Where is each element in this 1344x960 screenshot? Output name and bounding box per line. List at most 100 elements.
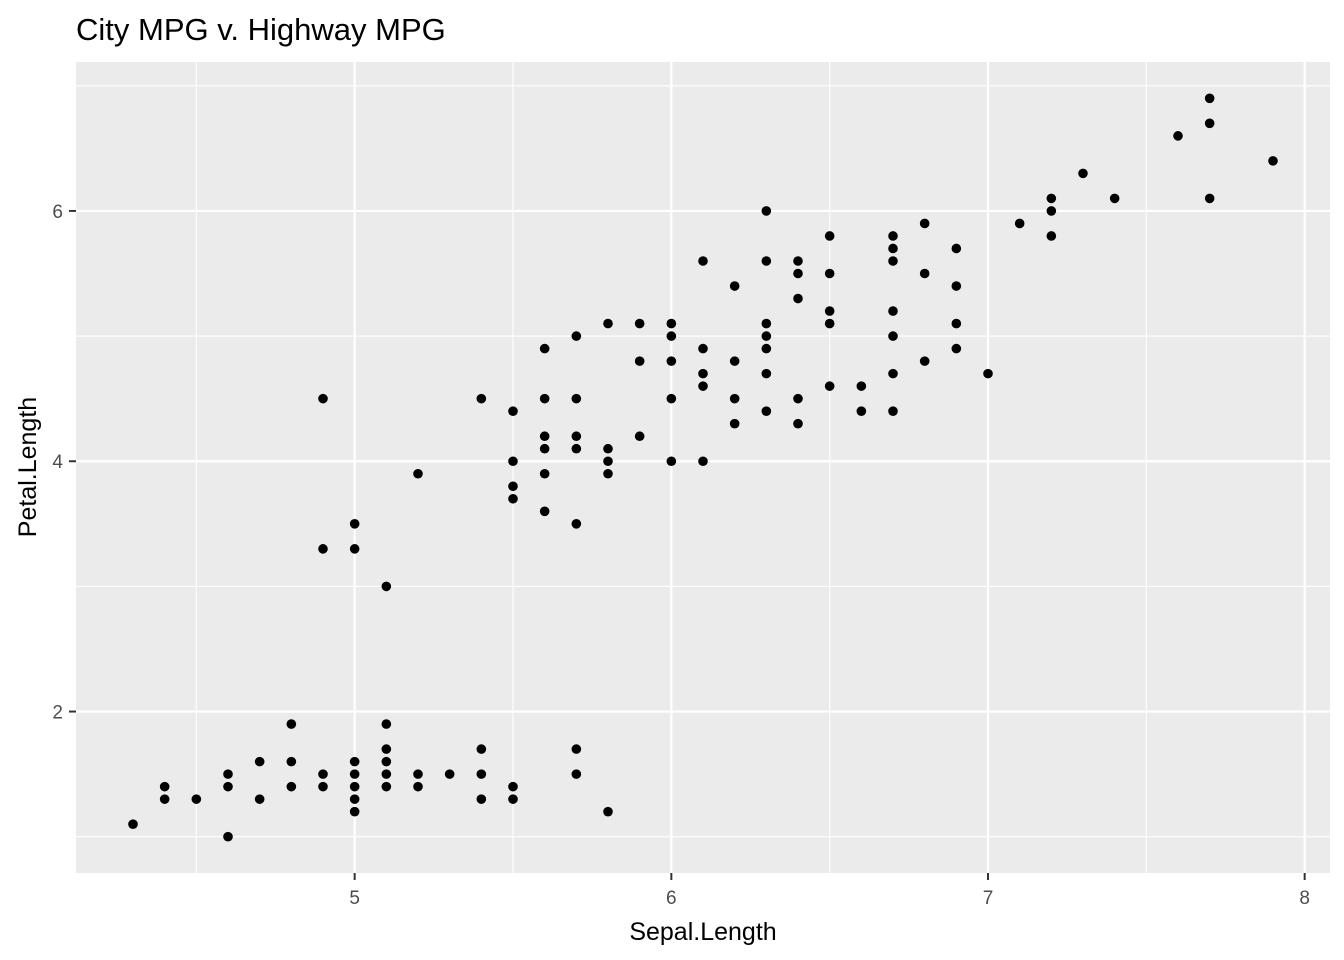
y-axis-title: Petal.Length <box>14 397 42 537</box>
data-point <box>571 431 582 442</box>
data-point <box>349 756 360 767</box>
data-point <box>381 581 392 592</box>
data-point <box>824 318 835 329</box>
data-point <box>824 306 835 316</box>
data-point <box>888 231 898 241</box>
data-point <box>1046 193 1057 204</box>
data-point <box>413 769 423 779</box>
data-point <box>793 393 803 404</box>
data-point <box>698 456 708 467</box>
data-point <box>1014 218 1025 229</box>
data-point <box>761 256 772 266</box>
data-point <box>539 468 550 479</box>
data-point <box>349 781 360 792</box>
data-point <box>761 406 772 416</box>
data-point <box>983 368 993 379</box>
data-point <box>223 831 233 842</box>
data-point <box>729 281 740 291</box>
data-point <box>286 719 297 729</box>
data-point <box>919 268 930 279</box>
data-point <box>1109 193 1120 204</box>
data-point <box>476 393 487 404</box>
data-point <box>603 806 613 817</box>
data-point <box>508 406 518 416</box>
data-point <box>191 794 202 804</box>
data-point <box>856 381 867 391</box>
data-point <box>666 331 677 341</box>
data-point <box>318 393 328 404</box>
data-point <box>508 794 518 804</box>
data-point <box>888 406 898 416</box>
plot-panel <box>76 62 1330 873</box>
x-axis-title: Sepal.Length <box>629 918 776 946</box>
data-point <box>761 206 772 216</box>
data-point <box>919 218 930 229</box>
data-point <box>508 781 518 792</box>
data-point <box>539 393 550 404</box>
data-point <box>223 769 233 779</box>
data-point <box>508 493 518 504</box>
data-point <box>444 769 455 779</box>
data-point <box>666 456 677 467</box>
data-point <box>508 456 518 467</box>
data-point <box>318 544 328 554</box>
y-tick-label: 4 <box>52 452 63 473</box>
data-point <box>888 368 898 379</box>
data-point <box>951 243 962 254</box>
y-axis: 2 4 6 <box>52 202 76 724</box>
data-point <box>824 268 835 279</box>
data-point <box>888 306 898 316</box>
data-point <box>571 769 582 779</box>
data-point <box>381 744 392 754</box>
data-point <box>159 781 170 792</box>
data-point <box>539 506 550 517</box>
data-point <box>1204 93 1215 104</box>
data-point <box>349 519 360 529</box>
data-point <box>793 256 803 266</box>
data-point <box>729 418 740 429</box>
data-point <box>634 318 645 329</box>
x-axis: 5 6 7 8 <box>349 873 1310 909</box>
data-point <box>698 256 708 266</box>
data-point <box>824 381 835 391</box>
data-point <box>793 293 803 304</box>
data-point <box>761 343 772 354</box>
data-point <box>603 318 613 329</box>
data-point <box>698 368 708 379</box>
data-point <box>634 356 645 366</box>
data-point <box>571 744 582 754</box>
data-point <box>603 443 613 454</box>
data-point <box>603 456 613 467</box>
data-point <box>1204 193 1215 204</box>
data-point <box>761 368 772 379</box>
data-point <box>381 781 392 792</box>
data-point <box>729 356 740 366</box>
data-point <box>318 769 328 779</box>
data-point <box>539 343 550 354</box>
data-point <box>761 318 772 329</box>
data-point <box>223 781 233 792</box>
data-point <box>254 794 265 804</box>
data-point <box>1046 231 1057 241</box>
data-point <box>951 343 962 354</box>
data-point <box>349 806 360 817</box>
data-point <box>888 243 898 254</box>
y-tick-label: 2 <box>52 703 63 724</box>
data-point <box>888 256 898 266</box>
data-point <box>698 343 708 354</box>
data-point <box>381 756 392 767</box>
data-point <box>349 794 360 804</box>
chart-title: City MPG v. Highway MPG <box>76 12 446 47</box>
data-point <box>254 756 265 767</box>
data-point <box>1046 206 1057 216</box>
data-point <box>159 794 170 804</box>
data-point <box>919 356 930 366</box>
data-point <box>888 331 898 341</box>
data-point <box>1268 156 1278 166</box>
data-point <box>761 331 772 341</box>
data-point <box>603 468 613 479</box>
x-tick-label: 6 <box>666 888 677 909</box>
data-point <box>856 406 867 416</box>
data-point <box>951 318 962 329</box>
